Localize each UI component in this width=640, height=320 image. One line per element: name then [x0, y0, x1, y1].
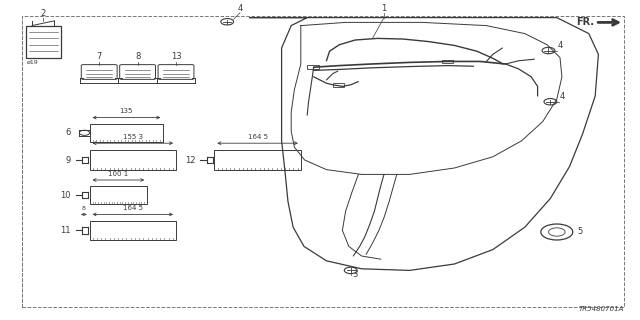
Bar: [307, 65, 319, 69]
Text: 1: 1: [381, 4, 387, 13]
Text: 2: 2: [40, 9, 46, 18]
Text: 7: 7: [97, 52, 102, 61]
Text: 135: 135: [120, 108, 133, 115]
Bar: [90, 221, 176, 240]
Bar: [90, 124, 163, 141]
Text: TR5480701A: TR5480701A: [579, 306, 624, 312]
Bar: [90, 186, 147, 204]
Text: 164 5: 164 5: [123, 205, 143, 211]
Text: ø19: ø19: [27, 60, 38, 65]
Bar: [90, 150, 176, 170]
Text: 13: 13: [171, 52, 181, 61]
Text: 11: 11: [60, 226, 70, 235]
Text: 8: 8: [135, 52, 140, 61]
Text: 10: 10: [60, 191, 70, 200]
Text: 4: 4: [558, 41, 563, 50]
Bar: [26, 26, 61, 58]
Text: 4: 4: [237, 4, 243, 13]
Bar: [442, 60, 453, 63]
Text: 155 3: 155 3: [123, 134, 143, 140]
Bar: [214, 150, 301, 170]
Text: 8: 8: [82, 206, 86, 211]
Text: 164 5: 164 5: [248, 134, 268, 140]
Text: 4: 4: [560, 92, 565, 101]
Text: 6: 6: [65, 128, 70, 137]
Text: FR.: FR.: [576, 17, 594, 28]
Text: 3: 3: [353, 270, 358, 279]
Text: 5: 5: [577, 228, 582, 236]
Bar: [333, 83, 344, 87]
Text: 100 1: 100 1: [108, 171, 129, 177]
Text: 12: 12: [185, 156, 195, 164]
Text: 9: 9: [65, 156, 70, 164]
